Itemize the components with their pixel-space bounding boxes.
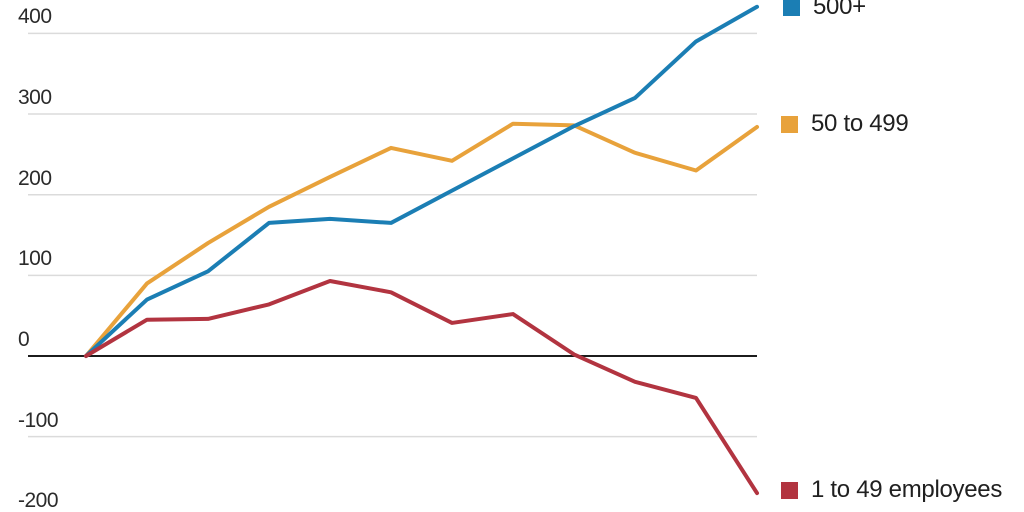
- legend-label-500plus: 500+: [813, 0, 866, 20]
- y-axis-tick-label: 0: [18, 328, 30, 351]
- series-line-500-: [84, 4, 759, 358]
- legend-item-50to499: 50 to 499: [781, 110, 909, 138]
- legend-label-50to499: 50 to 499: [811, 110, 909, 137]
- y-axis-tick-label: 200: [18, 166, 52, 190]
- y-axis-tick-label: 400: [18, 5, 52, 29]
- legend-swatch-50to499-icon: [781, 115, 798, 133]
- legend-swatch-1to49-icon: [781, 481, 798, 499]
- legend-item-1to49: 1 to 49 employees: [781, 476, 1002, 504]
- y-axis-tick-label: 300: [18, 86, 52, 110]
- y-axis-tick-label: 100: [18, 247, 52, 271]
- legend-label-1to49: 1 to 49 employees: [811, 476, 1003, 503]
- y-axis-tick-label: -100: [18, 408, 59, 432]
- legend-swatch-500plus-icon: [783, 0, 800, 16]
- y-axis-tick-label: -200: [18, 489, 59, 512]
- legend-item-500plus: 500+: [783, 0, 866, 21]
- series-line-50-to-499: [84, 121, 759, 358]
- series-line-1-to-49-employees: [84, 278, 759, 496]
